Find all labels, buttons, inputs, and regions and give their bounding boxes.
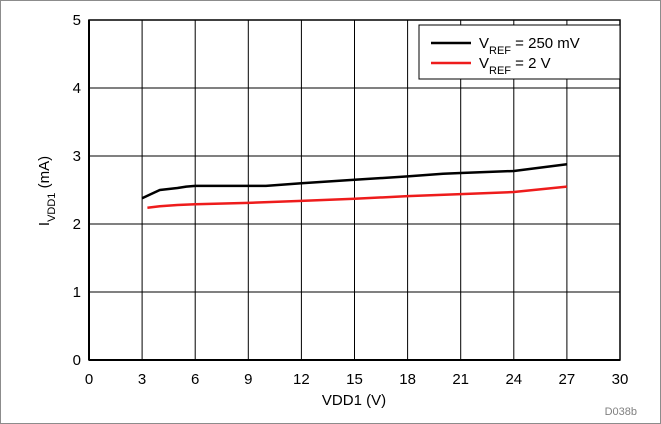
y-axis-label-unit: (mA) [36, 156, 53, 193]
legend-box [418, 24, 621, 80]
y-tick-label-2: 2 [73, 216, 81, 233]
y-tick-label-0: 0 [73, 352, 81, 369]
series-lines [141, 162, 568, 209]
y-tick-label-4: 4 [73, 80, 81, 97]
x-tick-label-5: 15 [346, 371, 363, 388]
x-tick-label-0: 0 [85, 371, 93, 388]
y-tick-label-5: 5 [73, 12, 81, 29]
y-tick-label-1: 1 [73, 284, 81, 301]
x-tick-label-9: 27 [559, 371, 576, 388]
legend: VREF = 250 mV VREF = 2 V [418, 24, 621, 80]
y-axis-label-sub: VDD1 [46, 193, 58, 222]
plot-area [88, 19, 621, 361]
y-axis-label-main: I [36, 222, 53, 226]
legend-label-series-1: VREF = 250 mV [479, 35, 580, 57]
x-tick-label-1: 3 [138, 371, 146, 388]
x-tick-label-4: 12 [293, 371, 310, 388]
x-tick-label-2: 6 [191, 371, 199, 388]
x-tick-label-7: 21 [452, 371, 469, 388]
y-tick-label-3: 3 [73, 148, 81, 165]
x-axis-label: VDD1 (V) [322, 392, 386, 409]
series-line-1 [141, 162, 568, 200]
x-tick-label-3: 9 [244, 371, 252, 388]
figure-id: D038b [605, 406, 637, 418]
y-axis-label: IVDD1 (mA) [36, 156, 58, 226]
x-tick-label-10: 30 [612, 371, 629, 388]
x-tick-label-6: 18 [399, 371, 416, 388]
x-tick-label-8: 24 [505, 371, 522, 388]
series-line-2 [147, 185, 568, 209]
y-tick-labels: 0 1 2 3 4 5 [73, 12, 81, 369]
x-tick-labels: 0 3 6 9 12 15 18 21 24 27 30 [85, 371, 629, 388]
legend-label-series-2: VREF = 2 V [479, 55, 551, 77]
